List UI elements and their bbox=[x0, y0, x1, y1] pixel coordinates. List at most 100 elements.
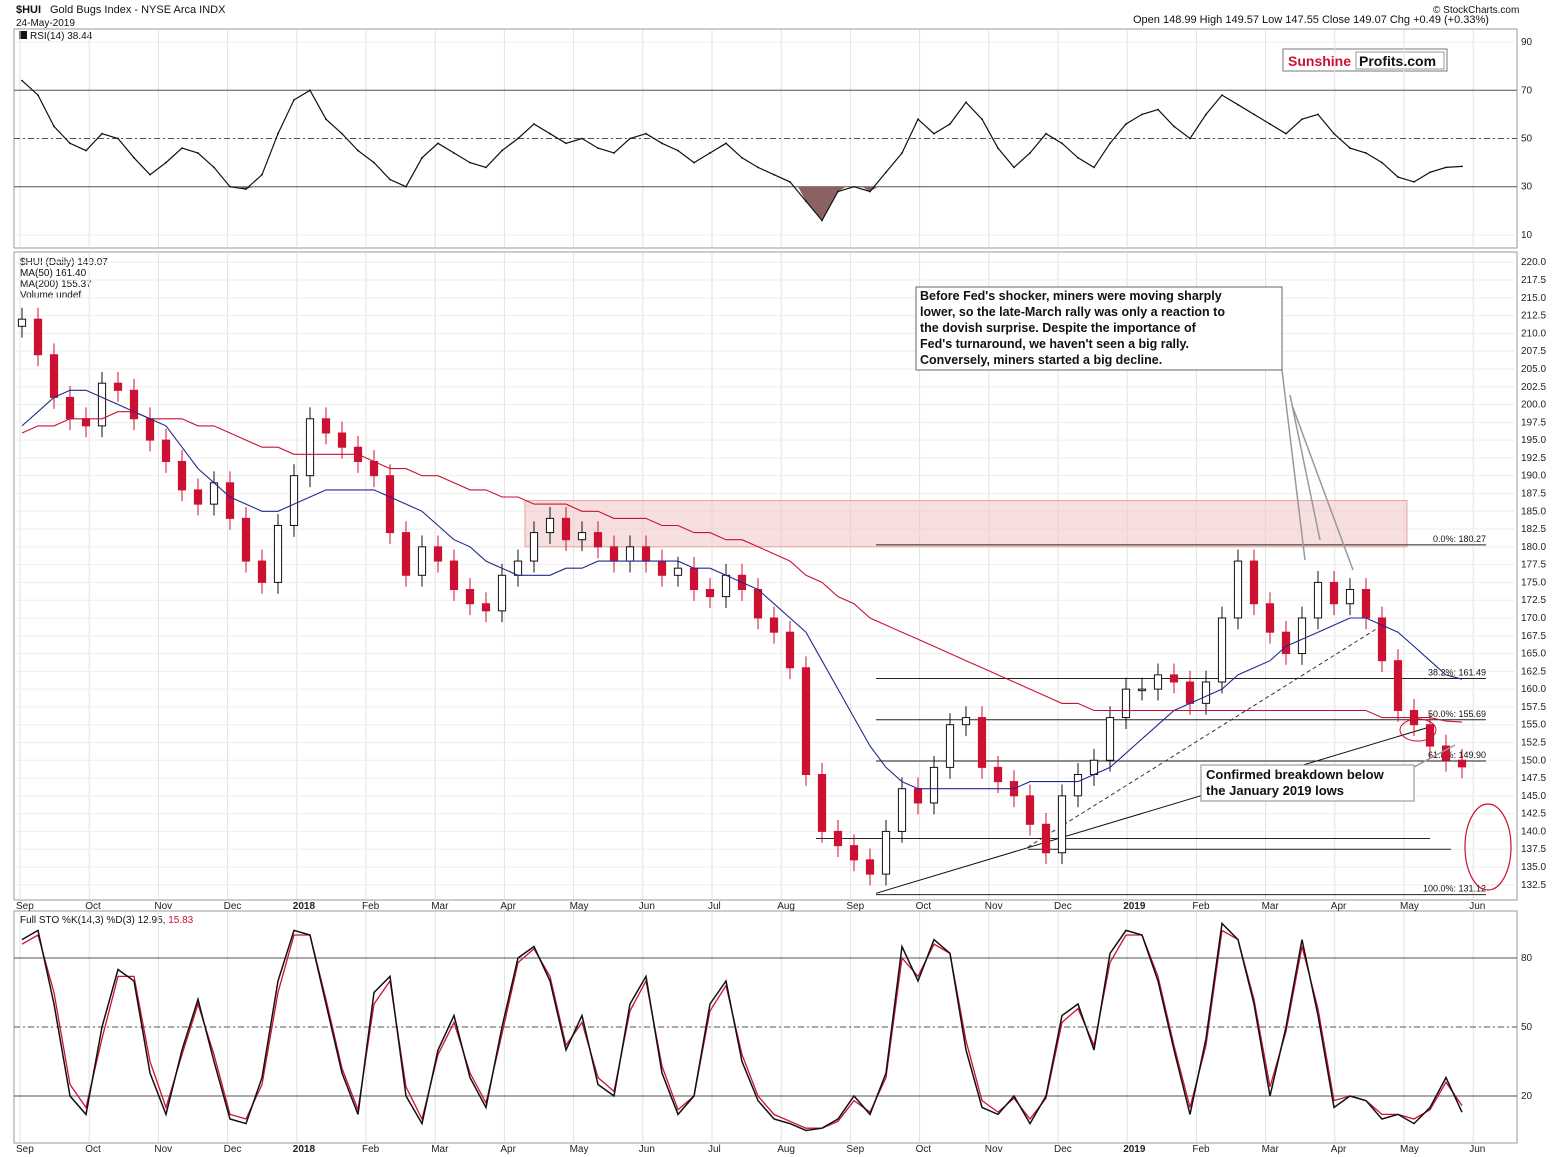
fibonacci-label: 50.0%: 155.69 bbox=[1428, 709, 1486, 719]
candle-body bbox=[993, 766, 1003, 783]
y-tick-label: 195.0 bbox=[1521, 435, 1546, 446]
candle-body bbox=[289, 475, 299, 526]
rsi-point bbox=[869, 190, 871, 193]
rsi-point bbox=[981, 118, 983, 121]
rsi-point bbox=[245, 188, 247, 191]
rsi-point bbox=[1173, 125, 1175, 128]
y-tick-label: 152.5 bbox=[1521, 737, 1546, 748]
month-label-top: Mar bbox=[431, 901, 449, 912]
rsi-oversold-area bbox=[862, 186, 878, 192]
fed-annotation-line: lower, so the late-March rally was only … bbox=[920, 305, 1225, 319]
y-tick-label: 157.5 bbox=[1521, 702, 1546, 713]
candle-body bbox=[81, 418, 91, 427]
rsi-legend: RSI(14) 38.44 bbox=[19, 31, 93, 42]
price-legend: $HUI (Daily) 149.07 MA(50) 161.40 MA(200… bbox=[20, 257, 108, 301]
rsi-point bbox=[1157, 108, 1159, 111]
month-label-bottom: May bbox=[570, 1144, 589, 1155]
rsi-point bbox=[581, 137, 583, 140]
candle-body bbox=[481, 603, 491, 612]
candle-body bbox=[177, 460, 187, 491]
y-tick-label: 50 bbox=[1521, 134, 1533, 145]
rsi-point bbox=[1269, 123, 1271, 125]
month-label-bottom: Sep bbox=[846, 1144, 864, 1155]
rsi-point bbox=[309, 89, 311, 92]
candle-body bbox=[17, 318, 27, 327]
candle-body bbox=[97, 382, 107, 427]
rsi-point bbox=[21, 79, 23, 82]
fed-annotation-line: Fed's turnaround, we haven't seen a big … bbox=[920, 337, 1189, 351]
candle-body bbox=[881, 830, 891, 875]
rsi-point bbox=[501, 149, 503, 152]
y-tick-label: 212.5 bbox=[1521, 311, 1546, 322]
candle-body bbox=[1457, 759, 1467, 768]
y-tick-label: 190.0 bbox=[1521, 471, 1546, 482]
month-label-top: Apr bbox=[500, 901, 516, 912]
y-tick-label: 155.0 bbox=[1521, 720, 1546, 731]
rsi-point bbox=[101, 132, 103, 135]
y-tick-label: 147.5 bbox=[1521, 773, 1546, 784]
candle-body bbox=[1265, 603, 1275, 633]
rsi-point bbox=[277, 132, 279, 135]
month-label-top: Dec bbox=[1054, 901, 1072, 912]
candle-body bbox=[225, 482, 235, 519]
candle-body bbox=[321, 418, 331, 434]
y-tick-label: 220.0 bbox=[1521, 257, 1546, 268]
rsi-point bbox=[229, 185, 231, 188]
y-tick-label: 160.0 bbox=[1521, 684, 1546, 695]
rsi-point bbox=[197, 152, 199, 154]
month-label-bottom: Oct bbox=[916, 1144, 932, 1155]
fed-annotation-line: Before Fed's shocker, miners were moving… bbox=[920, 289, 1222, 303]
rsi-point bbox=[325, 118, 327, 121]
rsi-point bbox=[1093, 166, 1095, 169]
candle-body bbox=[705, 589, 715, 598]
candle-body bbox=[1089, 759, 1099, 775]
breakdown-ellipse bbox=[1399, 718, 1437, 742]
fed-annotation-line: the dovish surprise. Despite the importa… bbox=[920, 321, 1197, 335]
y-tick-label: 207.5 bbox=[1521, 346, 1546, 357]
fibonacci-label: 0.0%: 180.27 bbox=[1433, 534, 1486, 544]
rsi-point bbox=[1189, 137, 1191, 140]
candle-body bbox=[449, 560, 459, 591]
candle-body bbox=[977, 717, 987, 768]
month-label-top: 2019 bbox=[1123, 901, 1146, 912]
candle-body bbox=[1425, 724, 1435, 747]
rsi-point bbox=[1285, 132, 1287, 135]
candle-body bbox=[1153, 674, 1163, 690]
rsi-point bbox=[1301, 118, 1303, 121]
logo-part2: Profits.com bbox=[1359, 53, 1436, 69]
y-tick-label: 197.5 bbox=[1521, 417, 1546, 428]
y-tick-label: 135.0 bbox=[1521, 862, 1546, 873]
month-label-top: Apr bbox=[1331, 901, 1347, 912]
month-label-top: May bbox=[570, 901, 589, 912]
rsi-point bbox=[1397, 176, 1399, 178]
candle-body bbox=[657, 560, 667, 576]
stochastic-legend-d: 15.83 bbox=[168, 915, 193, 926]
rsi-point bbox=[1205, 113, 1207, 116]
candle-body bbox=[161, 439, 171, 462]
rsi-point bbox=[1237, 103, 1239, 106]
ma200-line bbox=[21, 411, 1463, 723]
rsi-point bbox=[453, 152, 455, 154]
y-tick-label: 145.0 bbox=[1521, 791, 1546, 802]
rsi-point bbox=[1221, 94, 1223, 96]
month-label-top: Nov bbox=[985, 901, 1003, 912]
candle-body bbox=[305, 418, 315, 477]
rsi-point bbox=[1141, 113, 1143, 116]
candle-body bbox=[673, 567, 683, 576]
y-tick-label: 90 bbox=[1521, 37, 1533, 48]
candle-body bbox=[913, 788, 923, 804]
candle-body bbox=[577, 532, 587, 541]
breakdown-annotation-pointer bbox=[1413, 744, 1456, 768]
month-label-top: May bbox=[1400, 901, 1419, 912]
y-tick-label: 167.5 bbox=[1521, 631, 1546, 642]
candle-body bbox=[865, 859, 875, 875]
series-layer bbox=[17, 79, 1467, 1132]
month-label-top: Sep bbox=[846, 901, 864, 912]
trend-line-dashed bbox=[1027, 627, 1379, 848]
month-label-bottom: May bbox=[1400, 1144, 1419, 1155]
rsi-oversold-area bbox=[798, 186, 846, 221]
rsi-point bbox=[677, 149, 679, 152]
chart-symbol: $HUI bbox=[16, 4, 41, 16]
rsi-point bbox=[165, 161, 167, 164]
candle-body bbox=[593, 532, 603, 548]
